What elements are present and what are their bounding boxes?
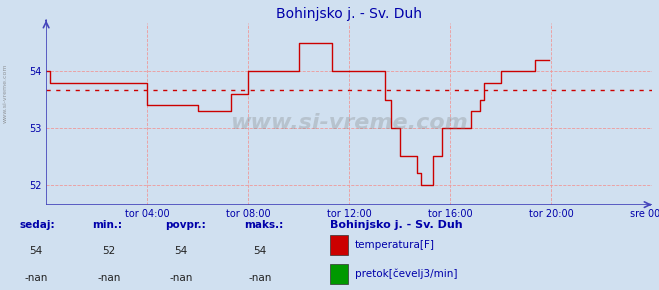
Text: -nan: -nan — [97, 273, 121, 282]
Text: -nan: -nan — [169, 273, 193, 282]
Text: temperatura[F]: temperatura[F] — [355, 240, 434, 250]
Text: sedaj:: sedaj: — [20, 220, 55, 230]
Text: www.si-vreme.com: www.si-vreme.com — [3, 63, 8, 123]
Text: -nan: -nan — [24, 273, 48, 282]
Text: min.:: min.: — [92, 220, 123, 230]
Text: povpr.:: povpr.: — [165, 220, 206, 230]
Text: -nan: -nan — [248, 273, 272, 282]
Text: www.si-vreme.com: www.si-vreme.com — [231, 113, 468, 133]
Text: Bohinjsko j. - Sv. Duh: Bohinjsko j. - Sv. Duh — [330, 220, 462, 230]
Text: 54: 54 — [30, 246, 43, 256]
Text: 54: 54 — [254, 246, 267, 256]
Text: maks.:: maks.: — [244, 220, 283, 230]
Text: 54: 54 — [175, 246, 188, 256]
Text: pretok[čevelj3/min]: pretok[čevelj3/min] — [355, 269, 457, 279]
Text: 52: 52 — [102, 246, 115, 256]
Title: Bohinjsko j. - Sv. Duh: Bohinjsko j. - Sv. Duh — [276, 7, 422, 21]
